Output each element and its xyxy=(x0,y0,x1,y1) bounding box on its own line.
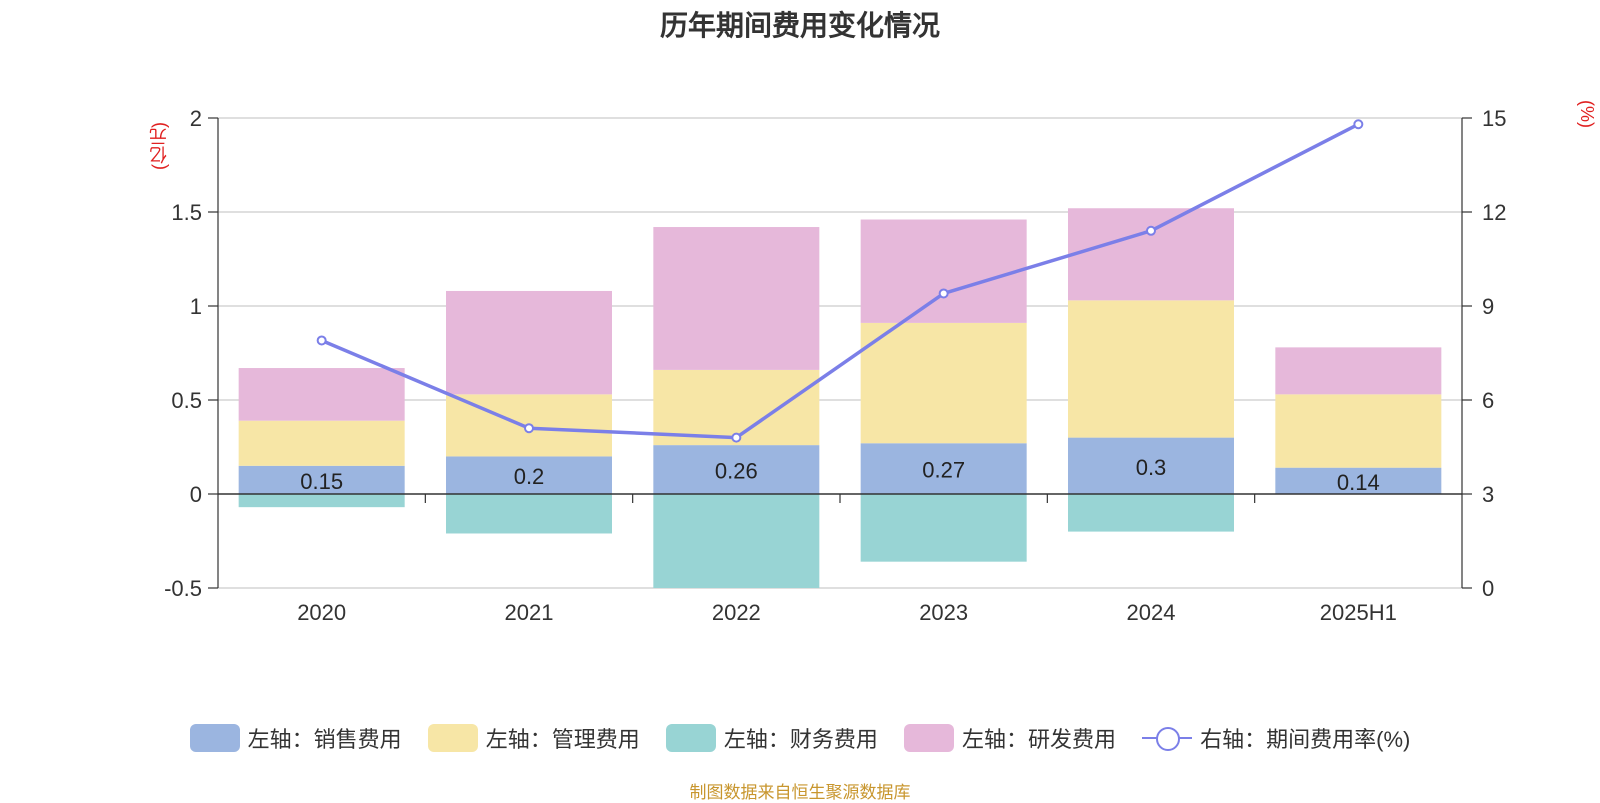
bar-finance xyxy=(860,494,1027,562)
legend-item-rnd[interactable]: 左轴：研发费用 xyxy=(904,722,1116,754)
left-tick-label: 0 xyxy=(190,482,202,507)
x-category-label: 2023 xyxy=(919,600,968,625)
left-tick-label: 0.5 xyxy=(171,388,202,413)
bar-sales xyxy=(238,465,405,494)
legend-swatch-rnd xyxy=(904,724,955,752)
legend-swatch-finance xyxy=(665,724,716,752)
x-category-label: 2022 xyxy=(712,600,761,625)
bar-admin xyxy=(860,322,1027,444)
legend-item-admin[interactable]: 左轴：管理费用 xyxy=(427,722,640,754)
data-labels: 0.15 0.2 0.26 0.27 0.3 0.14 xyxy=(300,455,1379,495)
axes: -0.5 0 0.5 1 1.5 2 0 3 6 9 12 15 2020 2021 2022 2023 202… xyxy=(164,106,1506,625)
bar-finance xyxy=(1068,494,1234,532)
bar-rnd xyxy=(1068,208,1234,301)
rate-point xyxy=(938,288,949,299)
legend-item-finance[interactable]: 左轴：财务费用 xyxy=(665,722,878,754)
bar-finance xyxy=(446,494,612,534)
bar-rnd xyxy=(1275,347,1442,395)
bar-admin xyxy=(653,369,820,446)
bar-sales xyxy=(446,456,612,494)
legend-label-rnd: 左轴：研发费用 xyxy=(962,727,1117,752)
bar-rnd xyxy=(860,219,1027,323)
bar-sales xyxy=(1068,437,1234,494)
right-tick-label: 9 xyxy=(1482,294,1494,319)
bar-finance xyxy=(653,494,820,588)
legend-line-marker-icon xyxy=(1142,724,1193,752)
right-tick-label: 3 xyxy=(1482,482,1494,507)
left-axis-unit: (亿元) xyxy=(149,122,169,170)
legend: 左轴：销售费用 左轴：管理费用 左轴：财务费用 左轴：研发费用 右轴：期间费用率… xyxy=(0,722,1600,754)
bar-rnd xyxy=(653,227,820,370)
rate-point xyxy=(1146,225,1156,236)
bar-rnd xyxy=(238,368,405,421)
rate-line-path xyxy=(320,122,1360,440)
right-axis-unit: (%) xyxy=(1577,100,1597,128)
right-tick-label: 12 xyxy=(1482,200,1506,225)
x-category-label: 2024 xyxy=(1127,600,1176,625)
left-tick-label: 1.5 xyxy=(171,200,202,225)
bar-admin xyxy=(1275,394,1442,468)
bar-sales xyxy=(653,445,820,494)
bars xyxy=(238,208,1442,588)
legend-label-admin: 左轴：管理费用 xyxy=(485,727,640,752)
rate-point xyxy=(1353,119,1364,130)
rate-point xyxy=(524,423,534,434)
legend-label-finance: 左轴：财务费用 xyxy=(723,727,878,752)
bar-value-label: 0.15 xyxy=(300,469,343,494)
bar-admin xyxy=(1068,300,1234,438)
bar-value-label: 0.3 xyxy=(1136,455,1167,480)
bar-value-label: 0.14 xyxy=(1337,470,1380,495)
left-tick-label: -0.5 xyxy=(164,576,202,601)
bar-value-label: 0.27 xyxy=(922,458,965,483)
right-tick-label: 15 xyxy=(1482,106,1506,131)
bar-value-label: 0.26 xyxy=(715,459,758,484)
bar-sales xyxy=(1275,467,1442,494)
bar-admin xyxy=(238,420,405,466)
bar-value-label: 0.2 xyxy=(514,464,545,489)
right-tick-label: 0 xyxy=(1482,576,1494,601)
bar-finance xyxy=(238,494,405,508)
bar-rnd xyxy=(446,290,612,395)
grid-lines xyxy=(218,117,1462,589)
rate-line xyxy=(316,119,1364,443)
x-category-label: 2021 xyxy=(505,600,554,625)
rate-point xyxy=(316,335,327,346)
legend-label-sales: 左轴：销售费用 xyxy=(247,727,402,752)
x-category-label: 2020 xyxy=(297,600,346,625)
legend-item-sales[interactable]: 左轴：销售费用 xyxy=(189,722,402,754)
legend-label-rate: 右轴：期间费用率(%) xyxy=(1200,727,1411,752)
source-note: 制图数据来自恒生聚源数据库 xyxy=(689,783,911,802)
legend-swatch-admin xyxy=(427,724,478,752)
left-tick-label: 1 xyxy=(190,294,202,319)
right-tick-label: 6 xyxy=(1482,388,1494,413)
x-category-label: 2025H1 xyxy=(1320,600,1397,625)
left-tick-label: 2 xyxy=(190,106,202,131)
legend-item-rate[interactable]: 右轴：期间费用率(%) xyxy=(1142,722,1410,754)
bar-sales xyxy=(860,443,1027,494)
chart-title: 历年期间费用变化情况 xyxy=(659,10,940,41)
rate-point xyxy=(731,432,742,443)
legend-swatch-sales xyxy=(189,724,240,752)
